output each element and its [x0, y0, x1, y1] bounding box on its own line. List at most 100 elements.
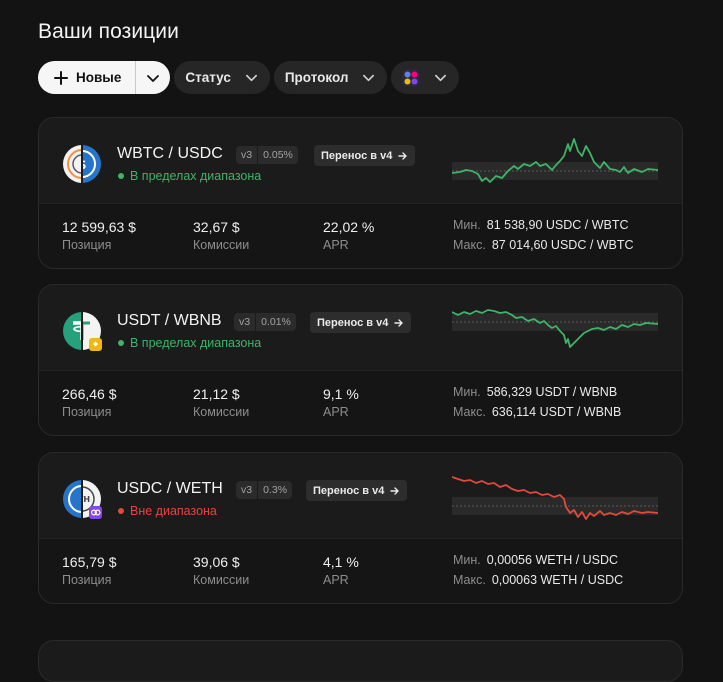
plus-icon — [54, 70, 68, 85]
position-value: 266,46 $ — [62, 386, 117, 402]
status-filter-label: Статус — [185, 70, 231, 85]
max-price: Макс. 636,114 USDT / WBNB — [453, 405, 621, 419]
svg-text:TH: TH — [78, 495, 90, 504]
fees-label: Комиссии — [193, 238, 250, 252]
version-fee-badge: v3 0.05% — [236, 146, 298, 164]
fees-stat: 21,12 $ Комиссии — [193, 386, 249, 419]
apr-stat: 4,1 % APR — [323, 554, 359, 587]
fees-label: Комиссии — [193, 573, 250, 587]
page-title: Ваши позиции — [38, 20, 179, 43]
range-status: В пределах диапазона — [118, 336, 261, 350]
position-card-wbtc-usdc[interactable]: $ WBTC / USDC v3 0.05% Перенос в v4 В пр… — [38, 117, 683, 269]
usdc-weth-token-icon: TH — [63, 480, 102, 519]
apr-label: APR — [323, 405, 349, 419]
fees-value: 32,67 $ — [193, 219, 240, 235]
arrow-right-icon — [398, 151, 408, 160]
pair-name: WBTC / USDC — [117, 145, 223, 162]
pair-name: USDT / WBNB — [117, 312, 222, 329]
status-label: В пределах диапазона — [130, 336, 262, 350]
apr-stat: 22,02 % APR — [323, 219, 374, 252]
fees-label: Комиссии — [193, 405, 250, 419]
max-price-label: Макс. — [453, 573, 486, 587]
toolbar: Новые Статус Протокол — [38, 61, 460, 94]
position-card-usdt-wbnb[interactable]: USDT / WBNB v3 0.01% Перенос в v4 В пред… — [38, 284, 683, 436]
position-value-stat: 266,46 $ Позиция — [62, 386, 117, 419]
usdt-wbnb-token-icon — [63, 312, 102, 351]
position-value-stat: 165,79 $ Позиция — [62, 554, 117, 587]
status-filter[interactable]: Статус — [174, 61, 270, 94]
chevron-down-icon — [147, 74, 160, 82]
migrate-label: Перенос в v4 — [321, 149, 393, 162]
fee-badge: 0.3% — [257, 481, 293, 499]
chevron-down-icon — [363, 74, 375, 82]
min-price: Мин. 0,00056 WETH / USDC — [453, 553, 618, 567]
svg-text:$: $ — [77, 158, 86, 173]
migrate-v4-button[interactable]: Перенос в v4 — [306, 480, 408, 501]
max-price-value: 636,114 USDT / WBNB — [491, 405, 622, 419]
max-price: Макс. 87 014,60 USDC / WBTC — [453, 238, 634, 252]
max-price-label: Макс. — [453, 405, 486, 419]
min-price: Мин. 586,329 USDT / WBNB — [453, 385, 617, 399]
chevron-down-icon — [435, 74, 447, 82]
chevron-down-icon — [245, 74, 257, 82]
migrate-v4-button[interactable]: Перенос в v4 — [310, 312, 412, 333]
status-dot — [118, 173, 124, 179]
apr-value: 4,1 % — [323, 554, 359, 570]
min-price-value: 586,329 USDT / WBNB — [486, 385, 618, 399]
pair-name: USDC / WETH — [117, 480, 223, 497]
range-status: Вне диапазона — [118, 504, 217, 518]
price-range-sparkline — [452, 476, 658, 520]
max-price: Макс. 0,00063 WETH / USDC — [453, 573, 623, 587]
max-price-label: Макс. — [453, 238, 486, 252]
position-value-stat: 12 599,63 $ Позиция — [62, 219, 136, 252]
wbtc-usdc-token-icon: $ — [63, 145, 101, 183]
range-status: В пределах диапазона — [118, 169, 261, 183]
apr-label: APR — [323, 573, 349, 587]
apr-stat: 9,1 % APR — [323, 386, 359, 419]
version-badge: v3 — [236, 146, 258, 164]
migrate-label: Перенос в v4 — [317, 316, 389, 329]
position-card-usdc-weth[interactable]: TH USDC / WETH v3 0.3% Перенос в v4 Вне … — [38, 452, 683, 604]
fee-badge: 0.05% — [257, 146, 298, 164]
new-position-split-button: Новые — [38, 61, 171, 94]
status-dot — [118, 340, 124, 346]
min-price-value: 0,00056 WETH / USDC — [486, 553, 619, 567]
min-price-label: Мин. — [453, 553, 481, 567]
protocol-filter-label: Протокол — [284, 70, 349, 85]
fee-badge: 0.01% — [255, 313, 296, 331]
apr-value: 9,1 % — [323, 386, 359, 402]
position-card-partial[interactable] — [38, 640, 683, 682]
version-fee-badge: v3 0.01% — [234, 313, 296, 331]
min-price-label: Мин. — [453, 218, 481, 232]
price-range-sparkline — [452, 309, 658, 348]
max-price-value: 87 014,60 USDC / WBTC — [491, 238, 634, 252]
new-position-dropdown[interactable] — [136, 61, 170, 94]
status-label: Вне диапазона — [130, 504, 217, 518]
min-price-value: 81 538,90 USDC / WBTC — [486, 218, 629, 232]
protocol-filter[interactable]: Протокол — [273, 61, 388, 94]
networks-icon — [402, 69, 420, 86]
max-price-value: 0,00063 WETH / USDC — [491, 573, 624, 587]
position-value: 165,79 $ — [62, 554, 117, 570]
migrate-v4-button[interactable]: Перенос в v4 — [314, 145, 416, 166]
new-position-label: Новые — [76, 70, 122, 85]
min-price-label: Мин. — [453, 385, 481, 399]
position-value-label: Позиция — [62, 238, 112, 252]
arrow-right-icon — [390, 486, 400, 495]
version-fee-badge: v3 0.3% — [236, 481, 293, 499]
fees-stat: 32,67 $ Комиссии — [193, 219, 249, 252]
position-value-label: Позиция — [62, 405, 112, 419]
position-value: 12 599,63 $ — [62, 219, 136, 235]
version-badge: v3 — [236, 481, 258, 499]
version-badge: v3 — [234, 313, 256, 331]
fees-value: 39,06 $ — [193, 554, 240, 570]
apr-label: APR — [323, 238, 349, 252]
network-filter[interactable] — [391, 61, 460, 94]
apr-value: 22,02 % — [323, 219, 375, 235]
min-price: Мин. 81 538,90 USDC / WBTC — [453, 218, 629, 232]
fees-value: 21,12 $ — [193, 386, 240, 402]
price-range-sparkline — [452, 138, 658, 183]
position-value-label: Позиция — [62, 573, 112, 587]
new-position-button[interactable]: Новые — [38, 61, 137, 94]
status-label: В пределах диапазона — [130, 169, 262, 183]
